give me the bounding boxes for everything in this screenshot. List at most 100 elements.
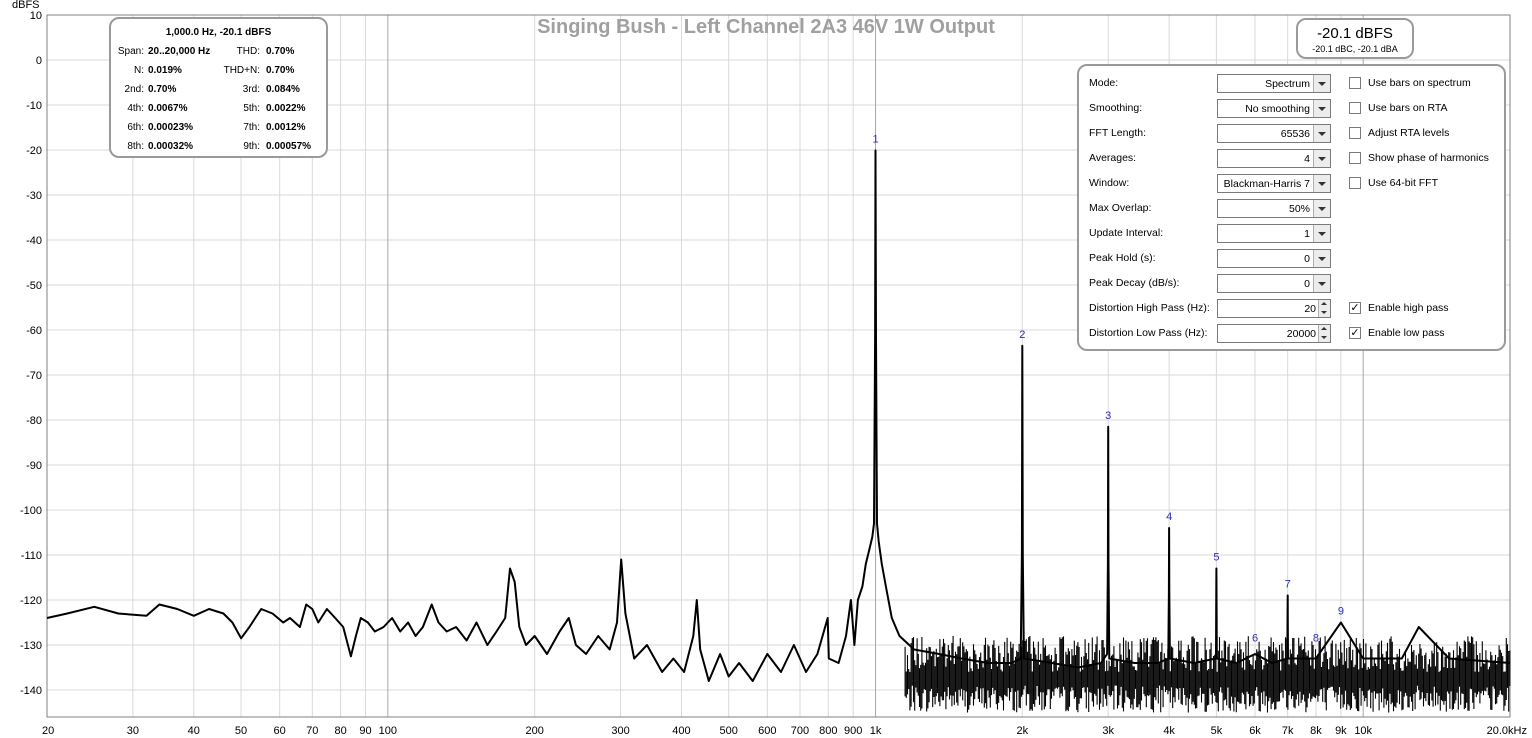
distortion-low-pass-spinner[interactable]: 20000 (1217, 324, 1331, 343)
harmonic-marker-label: 3 (1105, 410, 1111, 422)
checkbox-box[interactable]: ✓ (1349, 302, 1361, 314)
x-tick-label: 200 (525, 725, 543, 737)
x-tick-label: 800 (819, 725, 837, 737)
peak-hold-label: Peak Hold (s): (1089, 252, 1156, 264)
stats-value: 0.084% (266, 84, 300, 95)
stats-label: 9th: (243, 141, 260, 152)
level-readout: -20.1 dBFS -20.1 dBC, -20.1 dBA (1296, 18, 1414, 59)
chevron-down-icon[interactable] (1313, 275, 1330, 292)
x-tick-label: 100 (379, 725, 397, 737)
checkbox-label: Enable low pass (1368, 327, 1445, 339)
stats-value: 0.70% (266, 46, 295, 57)
x-tick-label: 5k (1211, 725, 1223, 737)
chevron-down-icon[interactable] (1313, 250, 1330, 267)
stats-value: 20..20,000 Hz (148, 46, 211, 57)
checkbox-box[interactable] (1349, 177, 1361, 189)
use-bars-on-rta-checkbox[interactable]: Use bars on RTA (1349, 101, 1509, 117)
checkbox-box[interactable]: ✓ (1349, 327, 1361, 339)
checkbox-box[interactable] (1349, 152, 1361, 164)
peak-decay-select[interactable]: 0 (1217, 274, 1331, 293)
distortion-stats-panel: 1,000.0 Hz, -20.1 dBFS Span: 20..20,000 … (109, 17, 328, 158)
stats-label: Span: (117, 46, 144, 57)
spin-arrows-icon[interactable] (1318, 300, 1330, 317)
fft-length-select[interactable]: 65536 (1217, 124, 1331, 143)
y-tick-label: -70 (26, 370, 42, 382)
checkbox-box[interactable] (1349, 102, 1361, 114)
stats-row: N: 0.019% THD+N: 0.70% (111, 65, 326, 79)
chevron-down-icon[interactable] (1313, 225, 1330, 242)
stats-row: 2nd: 0.70% 3rd: 0.084% (111, 84, 326, 98)
chevron-down-icon[interactable] (1313, 150, 1330, 167)
chevron-down-icon[interactable] (1313, 200, 1330, 217)
x-tick-label: 4k (1163, 725, 1175, 737)
enable-high-pass-checkbox[interactable]: ✓ Enable high pass (1349, 301, 1509, 317)
distortion-high-pass-spinner[interactable]: 20 (1217, 299, 1331, 318)
plot-frame (46, 14, 1511, 718)
chevron-down-icon[interactable] (1313, 100, 1330, 117)
averages-value: 4 (1304, 153, 1310, 165)
chevron-down-icon[interactable] (1313, 125, 1330, 142)
window-value: Blackman-Harris 7 (1223, 178, 1310, 190)
window-select[interactable]: Blackman-Harris 7 (1217, 174, 1331, 193)
use-bars-on-spectrum-checkbox[interactable]: Use bars on spectrum (1349, 76, 1509, 92)
enable-low-pass-checkbox[interactable]: ✓ Enable low pass (1349, 326, 1509, 342)
update-interval-select[interactable]: 1 (1217, 224, 1331, 243)
peak-hold-select[interactable]: 0 (1217, 249, 1331, 268)
mode-label: Mode: (1089, 77, 1119, 89)
stats-value: 0.00057% (266, 141, 312, 152)
x-tick-label: 1k (870, 725, 882, 737)
checkbox-label: Adjust RTA levels (1368, 127, 1450, 139)
harmonic-marker-label: 1 (872, 133, 878, 145)
averages-select[interactable]: 4 (1217, 149, 1331, 168)
stats-row: 4th: 0.0067% 5th: 0.0022% (111, 103, 326, 117)
chevron-down-icon[interactable] (1313, 75, 1330, 92)
stats-label: 6th: (127, 122, 144, 133)
peak-decay-row: Peak Decay (dB/s): 0 (1089, 274, 1339, 293)
mode-row: Mode: Spectrum (1089, 74, 1339, 93)
peak-decay-label: Peak Decay (dB/s): (1089, 277, 1180, 289)
x-tick-label: 700 (791, 725, 809, 737)
adjust-rta-levels-checkbox[interactable]: Adjust RTA levels (1349, 126, 1509, 142)
distortion-low-pass-value: 20000 (1286, 328, 1316, 340)
smoothing-label: Smoothing: (1089, 102, 1143, 114)
spin-arrows-icon[interactable] (1318, 325, 1330, 342)
max-overlap-select[interactable]: 50% (1217, 199, 1331, 218)
x-tick-label: 20.0kHz (1487, 725, 1527, 737)
smoothing-value: No smoothing (1245, 103, 1310, 115)
chevron-down-icon[interactable] (1313, 175, 1330, 192)
checkbox-label: Use 64-bit FFT (1368, 177, 1439, 189)
harmonic-marker-label: 8 (1313, 633, 1319, 645)
distortion-high-pass-row: Distortion High Pass (Hz): 20 (1089, 299, 1339, 318)
mode-select[interactable]: Spectrum (1217, 74, 1331, 93)
max-overlap-label: Max Overlap: (1089, 202, 1152, 214)
harmonic-markers: 1 2 3 4 5 6 7 8 9 (872, 133, 1343, 644)
x-tick-label: 9k (1335, 725, 1347, 737)
spectrum-settings-panel: Mode: Spectrum Smoothing: No smoothing F… (1077, 64, 1506, 351)
x-tick-label: 6k (1249, 725, 1261, 737)
y-axis-ticks: 10 0 -10 -20 -30 -40 -50 -60 -70 -80 -90 -100 -110 -1… (20, 10, 42, 697)
x-tick-label: 500 (720, 725, 738, 737)
checkbox-box[interactable] (1349, 127, 1361, 139)
stats-label: 7th: (243, 122, 260, 133)
y-tick-label: -80 (26, 415, 42, 427)
window-label: Window: (1089, 177, 1130, 189)
stats-header: 1,000.0 Hz, -20.1 dBFS (165, 27, 272, 38)
stats-label: 3rd: (242, 84, 260, 95)
x-tick-label: 600 (758, 725, 776, 737)
checkbox-box[interactable] (1349, 77, 1361, 89)
stats-label: 8th: (127, 141, 144, 152)
x-tick-label: 8k (1310, 725, 1322, 737)
harmonic-marker-label: 5 (1213, 552, 1219, 564)
peak-decay-value: 0 (1304, 278, 1310, 290)
use-64-bit-fft-checkbox[interactable]: Use 64-bit FFT (1349, 176, 1509, 192)
show-phase-of-harmonics-checkbox[interactable]: Show phase of harmonics (1349, 151, 1509, 167)
stats-value: 0.00032% (148, 141, 194, 152)
x-tick-label: 30 (127, 725, 139, 737)
smoothing-select[interactable]: No smoothing (1217, 99, 1331, 118)
x-tick-label: 40 (188, 725, 200, 737)
y-tick-label: -10 (26, 100, 42, 112)
y-tick-label: -140 (20, 685, 42, 697)
x-tick-label: 300 (611, 725, 629, 737)
max-overlap-value: 50% (1288, 203, 1310, 215)
